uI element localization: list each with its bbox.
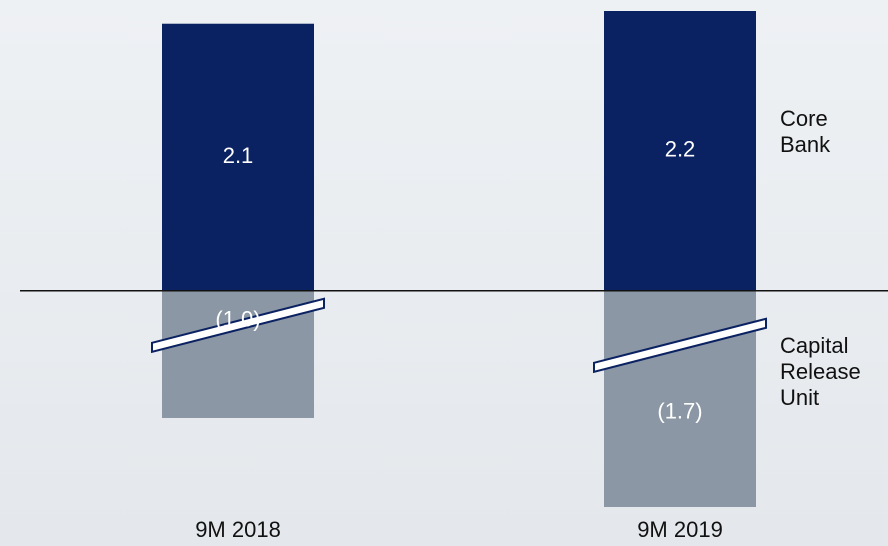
bar-segment: [162, 23, 314, 291]
legend-label: Capital Release Unit: [780, 332, 861, 410]
value-label: (1.0): [215, 307, 260, 332]
legend-label: Core Bank: [780, 105, 831, 157]
break-mark: [151, 297, 325, 354]
value-label: (1.7): [657, 399, 702, 424]
break-mark: [593, 317, 767, 374]
bar-segment: [604, 11, 756, 291]
x-tick-label: 9M 2018: [195, 517, 281, 542]
x-tick-label: 9M 2019: [637, 517, 723, 542]
value-label: 2.1: [223, 143, 254, 168]
value-label: 2.2: [665, 137, 696, 162]
